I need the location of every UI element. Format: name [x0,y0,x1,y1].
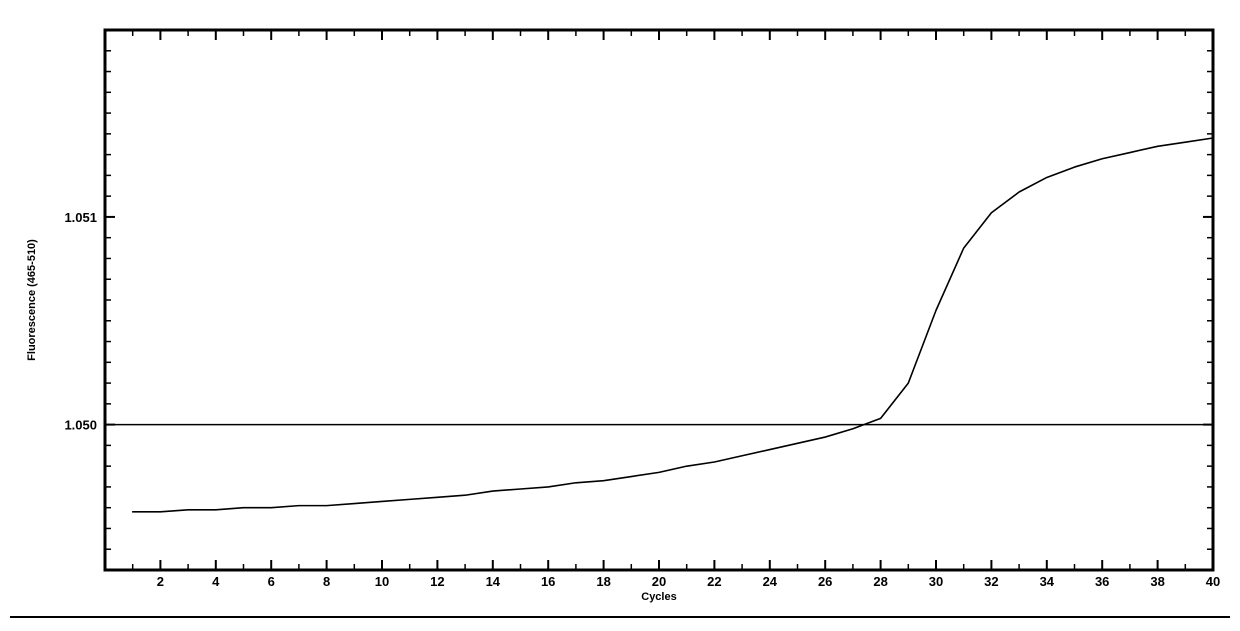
y-tick-label: 1.051 [64,210,97,225]
x-tick-label: 40 [1206,574,1220,589]
x-tick-label: 16 [541,574,555,589]
x-tick-label: 20 [652,574,666,589]
x-tick-label: 22 [707,574,721,589]
x-tick-label: 14 [486,574,501,589]
x-tick-label: 26 [818,574,832,589]
x-tick-label: 18 [596,574,610,589]
x-tick-label: 24 [763,574,778,589]
x-tick-label: 38 [1150,574,1164,589]
y-axis-label: Fluorescence (465-510) [26,239,38,361]
x-tick-label: 36 [1095,574,1109,589]
x-tick-label: 2 [157,574,164,589]
y-tick-label: 1.050 [64,418,97,433]
x-tick-label: 30 [929,574,943,589]
x-axis-label: Cycles [641,591,676,603]
x-tick-label: 28 [873,574,887,589]
amplification-chart: 246810121416182022242628303234363840Cycl… [0,0,1240,631]
x-tick-label: 6 [268,574,275,589]
x-tick-label: 34 [1040,574,1055,589]
x-tick-label: 32 [984,574,998,589]
chart-container: 246810121416182022242628303234363840Cycl… [0,0,1240,631]
x-tick-label: 4 [212,574,220,589]
x-tick-label: 10 [375,574,389,589]
x-tick-label: 12 [430,574,444,589]
x-tick-label: 8 [323,574,330,589]
